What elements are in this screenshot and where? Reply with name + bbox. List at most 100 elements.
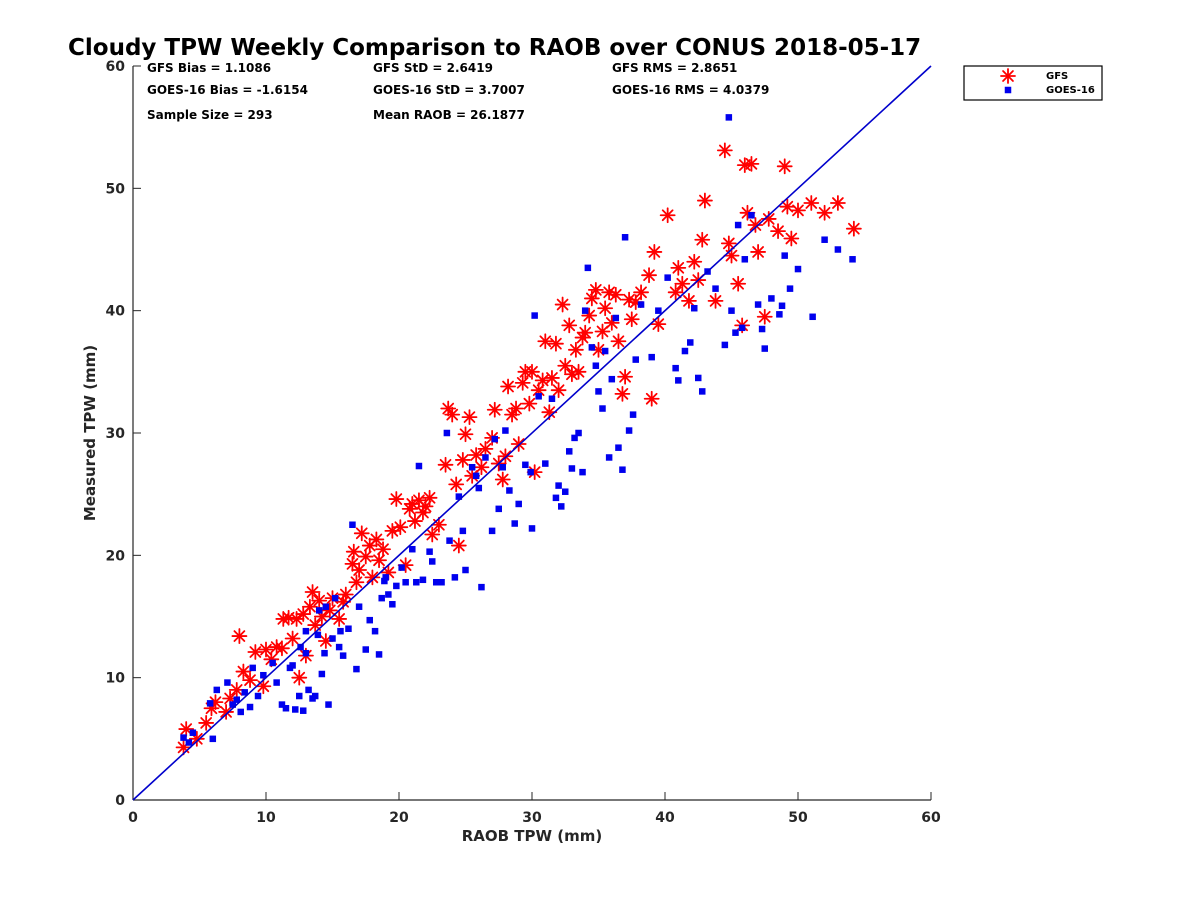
gfs-point [242,672,258,689]
gfs-point [486,401,503,418]
goes16-point [451,574,459,581]
goes16-point [575,429,582,437]
legend: GFS GOES-16 [963,65,1103,101]
goes16-point [349,521,356,528]
goes16-point [438,578,445,586]
goes16-point [459,527,467,535]
goes16-point [728,307,735,314]
gfs-point [231,628,248,644]
gfs-point [388,491,405,507]
gfs-point [783,230,800,247]
gfs-point [743,155,760,172]
x-tick-label: 40 [655,810,675,826]
goes16-point [462,566,469,574]
gfs-point [424,526,441,543]
goes16-point [588,344,596,351]
legend-box [963,65,1103,101]
goes16-point [555,482,562,489]
gfs-point [500,378,516,395]
goes16-point [491,435,499,443]
goes16-point [237,708,244,716]
gfs-point [587,281,604,298]
gfs-point [697,192,713,209]
goes16-point [776,311,783,318]
goes16-point [426,548,433,555]
goes16-point [584,264,592,272]
gfs-point [392,519,409,536]
goes16-point [672,364,679,372]
goes16-point [278,701,286,708]
goes16-point [246,703,254,711]
gfs-point [716,142,733,159]
gfs-point [607,286,624,303]
stat-gfs-std: GFS StD = 2.6419 [373,61,493,75]
x-tick-label: 0 [128,810,138,826]
goes16-point [339,652,347,659]
stat-sample-size: Sample Size = 293 [147,108,273,122]
goes16-point [305,686,312,694]
gfs-point [450,537,467,554]
y-tick-label: 60 [106,59,126,75]
goes16-point [381,577,388,585]
gfs-point [603,314,620,331]
goes16-point [488,527,496,535]
goes16-point [754,301,762,308]
goes16-point [664,274,671,281]
goes16-point [605,454,613,461]
gfs-point [364,569,381,586]
stat-gfs-rms: GFS RMS = 2.8651 [612,61,737,75]
gfs-point [694,231,711,248]
chart-title: Cloudy TPW Weekly Comparison to RAOB ove… [68,35,921,61]
gfs-point [577,324,594,341]
goes16-point [378,594,385,602]
stat-goes16-rms: GOES-16 RMS = 4.0379 [612,83,769,97]
goes16-point [389,601,396,608]
goes16-point [314,631,322,639]
x-tick-label: 50 [788,810,808,826]
goes16-point [499,464,506,471]
goes16-point [325,701,332,708]
goes16-point [296,692,303,700]
goes16-point [506,487,513,494]
goes16-point [548,395,556,402]
y-tick-label: 0 [115,793,125,809]
y-axis-label: Measured TPW (mm) [81,345,99,521]
gfs-point [650,316,667,333]
goes16-point [761,345,768,352]
gfs-point [776,158,793,175]
goes16-point [528,525,536,532]
goes16-point [224,679,231,686]
gfs-point [468,447,485,463]
gfs-point [430,516,447,533]
goes16-point [180,734,187,741]
legend-goes16-marker [1004,86,1012,94]
goes16-point [629,411,637,418]
gfs-point [730,275,747,292]
goes16-point [571,434,578,442]
goes16-point [345,625,352,632]
goes16-point [413,578,420,586]
gfs-point [524,363,540,380]
stat-goes16-bias: GOES-16 Bias = -1.6154 [147,83,308,97]
goes16-point [675,377,682,384]
gfs-point [641,267,657,284]
goes16-point [495,505,502,513]
one-to-one-line [132,65,932,801]
goes16-point [712,285,719,292]
y-tick-label: 30 [106,426,126,442]
gfs-point [557,357,574,374]
goes16-point [732,329,739,336]
gfs-point [448,476,465,493]
gfs-point [284,630,301,647]
goes16-point [353,665,360,673]
goes16-point [681,347,689,355]
gfs-point [301,598,318,615]
gfs-point [756,308,773,325]
goes16-point [632,356,639,363]
goes16-point [282,705,290,712]
goes16-point [687,339,694,346]
x-tick-label: 20 [389,810,409,826]
legend-gfs-label: GFS [1046,71,1068,82]
goes16-point [297,643,304,651]
data-points [132,65,932,801]
